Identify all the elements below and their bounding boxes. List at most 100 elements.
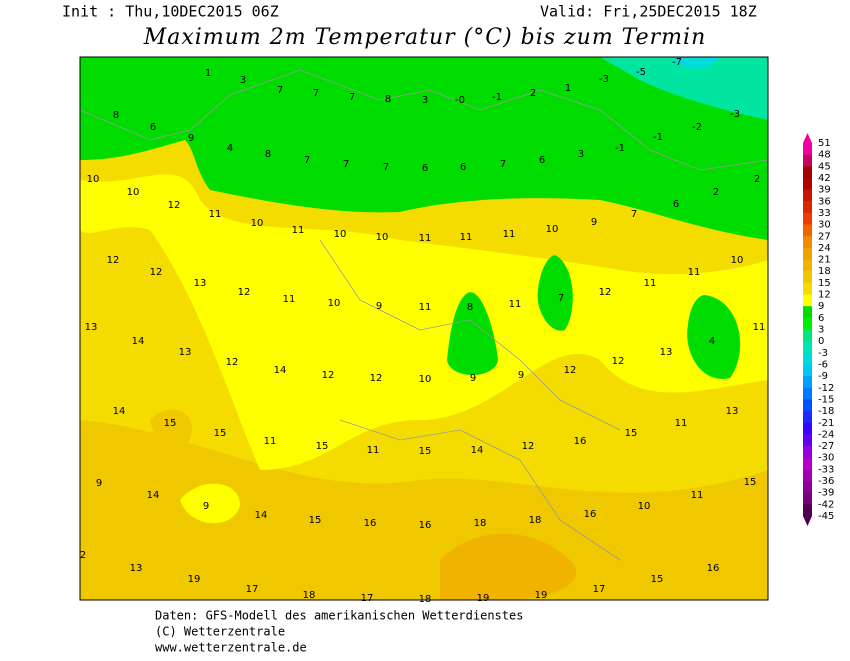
- station-value: 1: [565, 83, 571, 94]
- station-value: 9: [591, 217, 597, 228]
- station-value: -5: [636, 67, 646, 78]
- station-value: 13: [726, 406, 739, 417]
- green-patch-3: [687, 295, 741, 379]
- station-value: 14: [255, 510, 268, 521]
- station-value: 7: [558, 293, 564, 304]
- station-value: 19: [477, 593, 490, 604]
- colorbar-swatch: [803, 259, 812, 272]
- colorbar-swatch: [803, 492, 812, 505]
- station-value: 7: [631, 209, 637, 220]
- station-value: 6: [150, 122, 156, 133]
- station-value: 10: [334, 229, 347, 240]
- colorbar-label: 21: [818, 255, 831, 266]
- colorbar-label: 6: [818, 313, 824, 324]
- station-value: 11: [691, 490, 704, 501]
- station-value: 2: [713, 187, 719, 198]
- station-value: 12: [599, 287, 612, 298]
- station-value: 7: [277, 85, 283, 96]
- station-value: 16: [574, 436, 587, 447]
- colorbar-swatch: [803, 317, 812, 330]
- station-value: 17: [593, 584, 606, 595]
- station-value: 11: [675, 418, 688, 429]
- station-value: -1: [615, 143, 625, 154]
- station-value: -3: [599, 74, 609, 85]
- station-value: 10: [638, 501, 651, 512]
- colorbar-label: -6: [818, 359, 828, 370]
- colorbar-swatch: [803, 376, 812, 389]
- colorbar-label: 24: [818, 243, 831, 254]
- colorbar-swatch: [803, 387, 812, 400]
- station-value: 11: [503, 229, 516, 240]
- station-value: 10: [328, 298, 341, 309]
- station-value: 18: [529, 515, 542, 526]
- station-value: 6: [422, 163, 428, 174]
- station-value: 15: [309, 515, 322, 526]
- colorbar-swatch: [803, 294, 812, 307]
- station-value: 9: [376, 301, 382, 312]
- colorbar-swatch: [803, 282, 812, 295]
- colorbar-label: -39: [818, 488, 834, 499]
- colorbar-label: 48: [818, 150, 831, 161]
- station-value: 15: [419, 446, 432, 457]
- station-value: 10: [546, 224, 559, 235]
- band-6-9: [80, 57, 768, 240]
- station-value: 11: [688, 267, 701, 278]
- colorbar-swatch: [803, 422, 812, 435]
- colorbar-swatch: [803, 154, 812, 167]
- colorbar-swatch: [803, 469, 812, 482]
- station-value: 11: [283, 294, 296, 305]
- station-value: 15: [651, 574, 664, 585]
- colorbar-label: 12: [818, 290, 831, 301]
- colorbar-label: 33: [818, 208, 831, 219]
- colorbar-swatch: [803, 434, 812, 447]
- colorbar-label: 30: [818, 220, 831, 231]
- colorbar-label: -45: [818, 511, 834, 522]
- station-value: 8: [265, 149, 271, 160]
- station-value: 3: [240, 75, 246, 86]
- station-value: -1: [653, 132, 663, 143]
- colorbar-swatch: [803, 446, 812, 459]
- station-value: 11: [644, 278, 657, 289]
- station-value: 11: [367, 445, 380, 456]
- colorbar-swatch: [803, 212, 812, 225]
- green-patch-2: [537, 255, 573, 331]
- colorbar: 51484542393633302724211815129630-3-6-9-1…: [803, 133, 834, 526]
- band-0-3: [600, 57, 768, 120]
- footer-copyright: (C) Wetterzentrale: [155, 625, 285, 639]
- colorbar-swatch: [803, 271, 812, 284]
- station-value: 7: [383, 162, 389, 173]
- station-value: 7: [343, 159, 349, 170]
- station-value: 11: [460, 232, 473, 243]
- station-value: 7: [304, 155, 310, 166]
- valid-time: Valid: Fri,25DEC2015 18Z: [540, 3, 757, 21]
- station-value: 7: [313, 88, 319, 99]
- station-value: 12: [150, 267, 163, 278]
- title: Maximum 2m Temperatur (°C) bis zum Termi…: [143, 25, 707, 50]
- station-value: 3: [422, 95, 428, 106]
- station-value: 12: [238, 287, 251, 298]
- station-value: 10: [251, 218, 264, 229]
- station-value: 13: [85, 322, 98, 333]
- station-value: 14: [147, 490, 160, 501]
- colorbar-label: -42: [818, 499, 834, 510]
- station-value: 16: [707, 563, 720, 574]
- colorbar-swatch: [803, 247, 812, 260]
- colorbar-label: -9: [818, 371, 828, 382]
- station-value: 2: [754, 174, 760, 185]
- station-value: 15: [744, 477, 757, 488]
- colorbar-swatch: [803, 352, 812, 365]
- colorbar-swatch: [803, 504, 812, 517]
- colorbar-label: -21: [818, 418, 834, 429]
- station-value: 10: [731, 255, 744, 266]
- colorbar-top-arrow: [803, 133, 812, 143]
- band-9-12-west: [180, 483, 240, 524]
- colorbar-label: -36: [818, 476, 834, 487]
- colorbar-swatch: [803, 201, 812, 214]
- init-time: Init : Thu,10DEC2015 06Z: [62, 3, 279, 21]
- colorbar-swatch: [803, 143, 812, 155]
- station-value: 12: [370, 373, 383, 384]
- station-value: 11: [264, 436, 277, 447]
- station-value: 2: [80, 550, 86, 561]
